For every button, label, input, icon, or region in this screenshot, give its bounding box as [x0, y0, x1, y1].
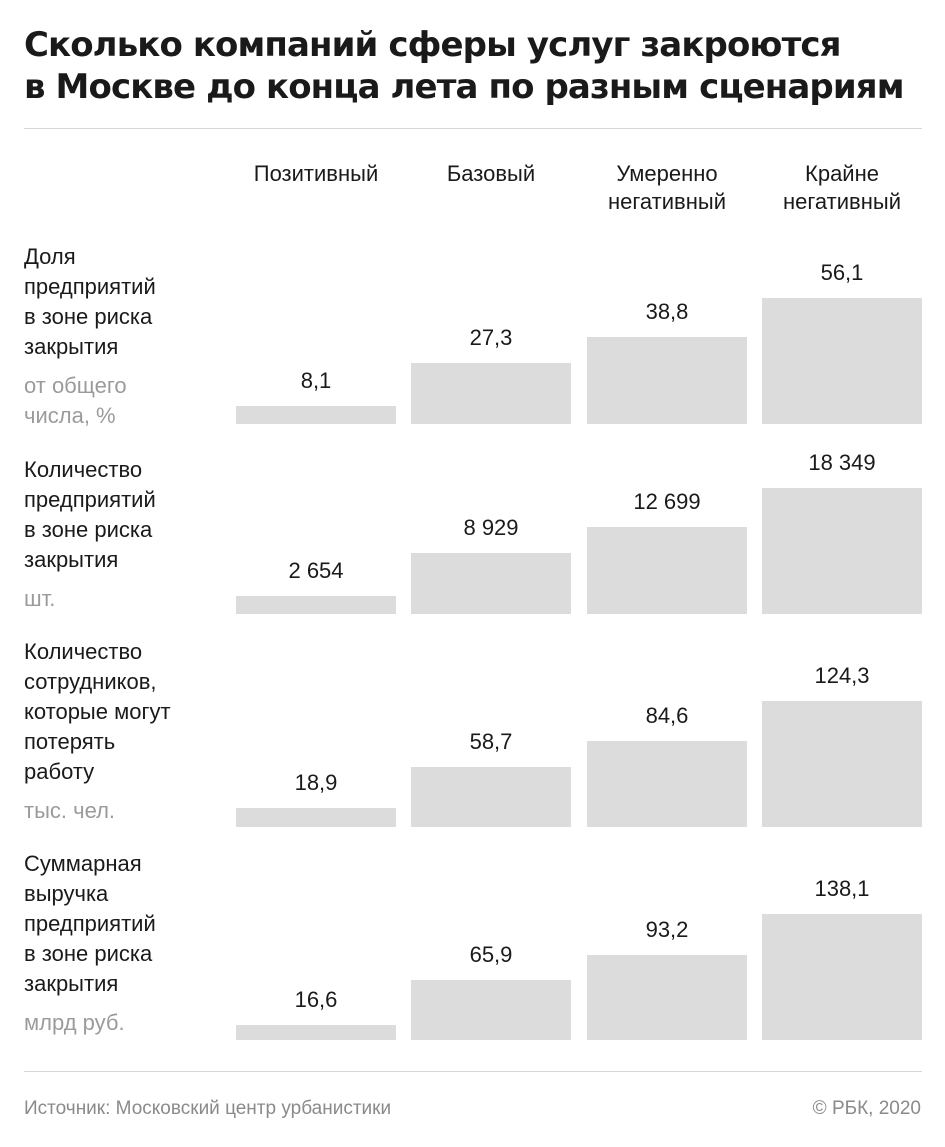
bar-row1-col3	[587, 337, 747, 424]
bar-row4-col3	[587, 955, 747, 1040]
value-label-row3-col4: 124,3	[814, 663, 870, 688]
column-header-line: негативный	[783, 189, 901, 214]
value-label-row2-col1: 2 654	[288, 558, 344, 583]
chart-title-line-1: Сколько компаний сферы услуг закроются	[24, 25, 841, 65]
row-unit-line: тыс. чел.	[24, 798, 116, 823]
bar-row3-col2	[411, 767, 571, 827]
column-header-line: Базовый	[446, 161, 536, 186]
chart-title-line-2: в Москве до конца лета по разным сценари…	[24, 67, 905, 107]
value-label-row4-col3: 93,2	[645, 917, 689, 942]
row-label-line: Доля	[24, 244, 76, 269]
bar-row1-col2	[411, 363, 571, 424]
row-label-line: предприятий	[24, 911, 156, 936]
row-unit-1: от общего числа, %	[24, 371, 224, 431]
row-unit-line: числа, %	[24, 403, 116, 428]
bar-row3-col4	[762, 701, 922, 827]
bar-row2-col3	[587, 527, 747, 614]
value-label-row1-col4: 56,1	[820, 260, 864, 285]
column-header-line: Крайне	[805, 161, 879, 186]
row-unit-3: тыс. чел.	[24, 796, 224, 826]
row-unit-line: млрд руб.	[24, 1010, 125, 1035]
row-label-line: работу	[24, 759, 95, 784]
row-label-1: Доля предприятий в зоне риска закрытия	[24, 242, 224, 362]
row-label-2: Количество предприятий в зоне риска закрыти…	[24, 455, 224, 575]
value-label-row2-col4: 18 349	[808, 450, 876, 475]
row-label-line: в зоне риска	[24, 941, 153, 966]
bar-row4-col1	[236, 1025, 396, 1040]
row-label-line: в зоне риска	[24, 304, 153, 329]
top-divider	[24, 128, 922, 129]
bar-row2-col2	[411, 553, 571, 614]
value-label-row3-col1: 18,9	[294, 770, 338, 795]
value-label-row3-col2: 58,7	[469, 729, 513, 754]
row-label-line: закрытия	[24, 971, 119, 996]
row-label-line: предприятий	[24, 274, 156, 299]
value-label-row1-col3: 38,8	[645, 299, 689, 324]
row-label-line: Количество	[24, 639, 143, 664]
column-header-line: Умеренно	[616, 161, 718, 186]
column-header-3: Умеренно негативный	[582, 160, 752, 216]
column-header-line: Позитивный	[253, 161, 379, 186]
column-header-1: Позитивный	[231, 160, 401, 188]
row-label-line: предприятий	[24, 487, 156, 512]
value-label-row4-col1: 16,6	[294, 987, 338, 1012]
column-header-4: Крайне негативный	[757, 160, 927, 216]
row-label-line: закрытия	[24, 334, 119, 359]
bar-row1-col1	[236, 406, 396, 424]
row-unit-4: млрд руб.	[24, 1008, 224, 1038]
row-label-4: Суммарная выручка предприятий в зоне риска з…	[24, 849, 224, 999]
bar-row3-col3	[587, 741, 747, 827]
value-label-row3-col3: 84,6	[645, 703, 689, 728]
row-unit-2: шт.	[24, 584, 224, 614]
row-label-line: которые могут	[24, 699, 171, 724]
bar-row4-col4	[762, 914, 922, 1040]
copyright: © РБК, 2020	[812, 1098, 921, 1119]
bar-row2-col1	[236, 596, 396, 614]
row-unit-line: шт.	[24, 586, 56, 611]
row-label-line: потерять	[24, 729, 116, 754]
row-label-3: Количество сотрудников, которые могут потер…	[24, 637, 224, 787]
value-label-row4-col2: 65,9	[469, 942, 513, 967]
chart-title: Сколько компаний сферы услуг закроются в…	[24, 24, 924, 108]
row-label-line: Количество	[24, 457, 143, 482]
row-label-line: сотрудников,	[24, 669, 157, 694]
row-unit-line: от общего	[24, 373, 127, 398]
bar-row3-col1	[236, 808, 396, 827]
source-note: Источник: Московский центр урбанистики	[24, 1098, 392, 1119]
value-label-row2-col3: 12 699	[633, 489, 701, 514]
column-header-line: негативный	[608, 189, 726, 214]
row-label-line: закрытия	[24, 547, 119, 572]
value-label-row1-col2: 27,3	[469, 325, 513, 350]
row-label-line: Суммарная	[24, 851, 142, 876]
bar-row1-col4	[762, 298, 922, 424]
value-label-row2-col2: 8 929	[463, 515, 519, 540]
bar-row4-col2	[411, 980, 571, 1040]
bar-row2-col4	[762, 488, 922, 614]
row-label-line: выручка	[24, 881, 109, 906]
column-header-2: Базовый	[406, 160, 576, 188]
bottom-divider	[24, 1071, 922, 1072]
value-label-row1-col1: 8,1	[300, 368, 332, 393]
value-label-row4-col4: 138,1	[814, 876, 870, 901]
row-label-line: в зоне риска	[24, 517, 153, 542]
